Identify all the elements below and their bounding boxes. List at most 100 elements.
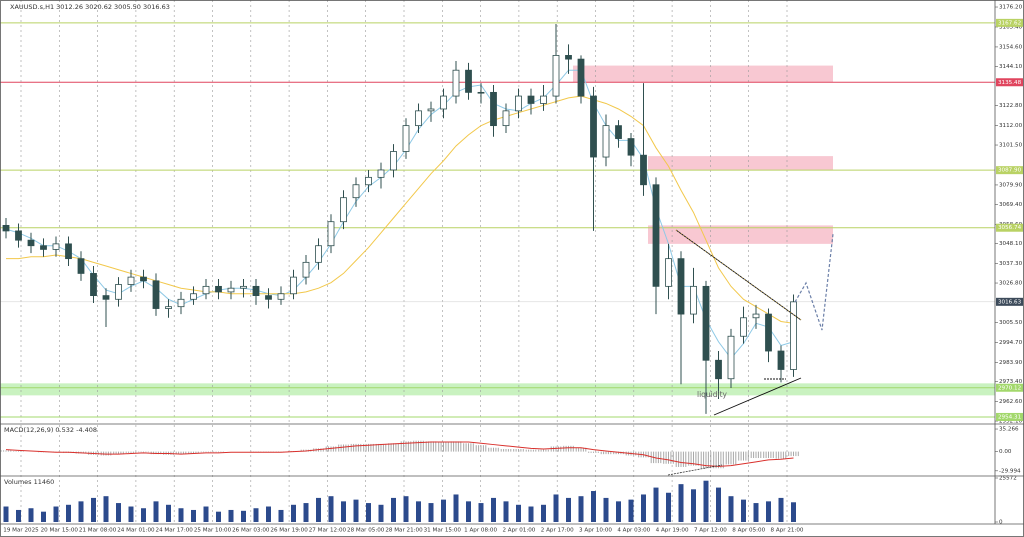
volume-bar [128, 506, 134, 522]
candle-body [202, 285, 210, 295]
y-tick-label: 3069.40 [999, 202, 1023, 208]
candle-body [215, 285, 222, 293]
drawings: liquidity [667, 229, 834, 476]
y-tick-label: 3165.40 [999, 24, 1023, 30]
volume-bar [291, 504, 296, 522]
y-tick-label: 3154.60 [999, 44, 1023, 50]
volume-bar [728, 496, 734, 522]
level-label-box [996, 412, 1023, 421]
x-tick-label: 3 Apr 10:00 [579, 528, 612, 534]
volume-bar [753, 503, 759, 522]
volume-bar [153, 501, 159, 522]
x-tick-label: 27 Mar 12:00 [309, 528, 347, 534]
volume-bar [278, 509, 284, 522]
volume-bar [578, 496, 584, 522]
volume-bar [716, 487, 721, 522]
volume-bar [353, 499, 359, 522]
level-label-box [996, 18, 1023, 27]
x-tick-label: 26 Mar 19:00 [270, 528, 308, 534]
candle-body [677, 258, 685, 315]
candle-body [765, 313, 772, 352]
candle-body [690, 285, 697, 315]
volume-bar [66, 504, 71, 522]
volume-bar [466, 501, 471, 522]
x-tick-label: 21 Mar 08:00 [79, 528, 117, 534]
candle-body [590, 95, 597, 158]
candle-body [40, 245, 47, 250]
candle-body [277, 293, 285, 300]
candle-body [240, 285, 247, 289]
level-label-box [996, 78, 1023, 87]
candle-body [752, 313, 760, 319]
volume-bar [216, 511, 221, 522]
volume-bar [303, 503, 309, 522]
price-axis: 19 Mar 2025 20 Mar 15:00 21 Mar 08:00 24 Ma… [3, 5, 1023, 534]
x-tick-label: 2 Apr 01:00 [502, 528, 535, 534]
volume-bar [191, 509, 196, 522]
x-tick-label: 4 Apr 19:00 [656, 528, 689, 534]
zone [648, 156, 833, 170]
level-label: 3056.74 [998, 225, 1022, 231]
candle-body [627, 138, 635, 156]
volume-bar [253, 508, 259, 522]
candle-body [502, 110, 510, 127]
candle-body [440, 95, 447, 110]
level-label: 3087.90 [998, 168, 1022, 174]
y-tick-label: 3005.50 [999, 320, 1023, 326]
y-tick-label: 2994.70 [999, 340, 1023, 346]
x-tick-label: 25 Mar 10:00 [194, 528, 232, 534]
volume-bar [41, 511, 46, 522]
volume-bar [553, 494, 559, 522]
candle-body [777, 350, 785, 370]
volume-bar [178, 508, 184, 522]
x-tick-label: 2 Apr 17:00 [541, 528, 574, 534]
candle-body [615, 125, 622, 139]
candle-body [540, 95, 547, 104]
candle-body [315, 245, 322, 263]
candle-body [290, 276, 297, 295]
candle-body [177, 298, 185, 308]
candle-body [365, 176, 372, 186]
candle-body [165, 306, 172, 309]
volume-bar [616, 501, 621, 522]
volume-bar [391, 497, 396, 522]
candle-body [190, 293, 197, 300]
moving-average [6, 95, 794, 324]
candle-body [577, 58, 585, 97]
candle-body [665, 258, 672, 287]
volume-bar [791, 502, 796, 522]
volume-bar [203, 506, 209, 522]
candle-body [115, 284, 122, 300]
projection [794, 233, 834, 331]
volume-bar [241, 510, 246, 522]
candle-body [265, 295, 272, 300]
macd-title: MACD(12,26,9) 0.532 -4.408 [4, 426, 97, 434]
volume-bar [628, 499, 634, 522]
candle-body [252, 285, 260, 296]
volume-bar [766, 501, 771, 522]
level-label: 2970.12 [998, 385, 1021, 391]
volume-bar [378, 504, 384, 522]
trendline [675, 229, 802, 321]
candle-body [77, 258, 85, 274]
y-tick-label: 2983.90 [999, 360, 1023, 366]
signal-line [5, 441, 794, 467]
volume-bar [741, 499, 746, 522]
candle-body [65, 243, 72, 260]
volume-bar [653, 487, 659, 522]
candle-body [740, 317, 747, 337]
candle-body [602, 125, 610, 158]
volume-bar [491, 497, 496, 522]
x-tick-label: 24 Mar 17:00 [156, 528, 194, 534]
candle-body [27, 239, 35, 247]
volume-bar [691, 489, 696, 522]
candle-body [415, 110, 422, 127]
x-tick-label: 4 Apr 03:00 [617, 528, 650, 534]
level-label-box [996, 166, 1023, 175]
volume-bar [28, 508, 34, 522]
volume-bar [116, 503, 121, 522]
x-tick-label: 28 Mar 05:00 [347, 528, 385, 534]
